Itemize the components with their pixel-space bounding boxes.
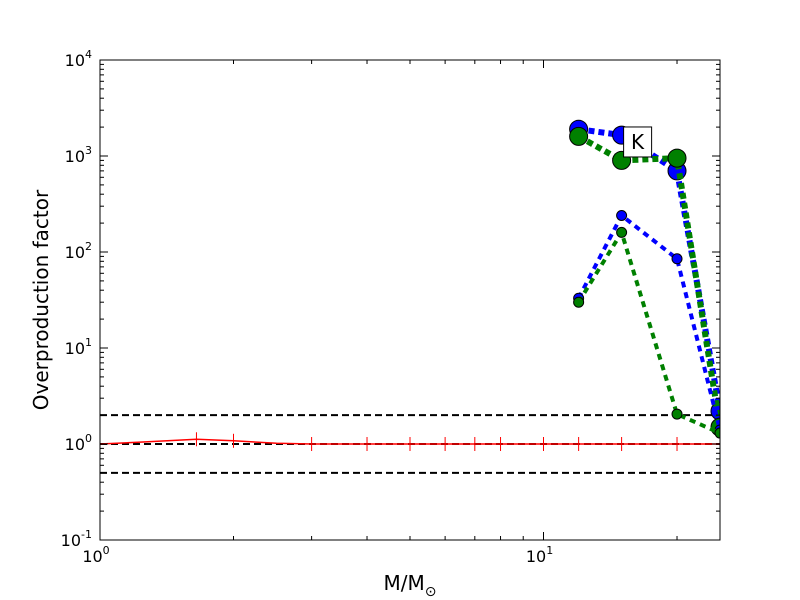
y-tick-exp-0: -1 [81,528,92,541]
y-tick-base-5: 10 [65,51,85,70]
data-point-1-0 [569,126,589,146]
data-point-1-2 [667,148,687,168]
y-tick-base-2: 10 [65,339,85,358]
x-tick-exp-0: 0 [103,544,110,557]
x-tick-base-1: 10 [526,547,546,566]
y-tick-label-0: 10-1 [61,528,92,550]
annotation-box [623,126,653,158]
y-tick-base-0: 10 [61,531,81,550]
y-tick-exp-1: 0 [85,432,92,445]
x-axis-title-main: M/M [384,571,425,595]
y-tick-label-3: 102 [65,240,92,262]
data-point-3-1 [616,226,628,238]
data-point-3-2 [671,408,683,420]
annotation-label: K [631,130,645,154]
y-axis-title: Overproduction factor [29,189,53,410]
x-axis-title: M/M⊙ [384,571,437,600]
series-line-3 [576,227,720,435]
x-tick-base-0: 10 [82,547,102,566]
y-tick-label-4: 103 [65,144,92,166]
data-point-2-1 [616,209,628,221]
series-line-4 [100,438,720,445]
y-tick-label-2: 101 [65,336,92,358]
y-tick-exp-2: 1 [85,336,92,349]
series-line-2 [576,212,720,431]
y-tick-exp-5: 4 [85,48,92,61]
annotation: K [623,126,653,158]
series-line-0 [578,126,720,412]
y-tick-base-3: 10 [65,243,85,262]
y-tick-exp-3: 2 [85,240,92,253]
y-tick-exp-4: 3 [85,144,92,157]
y-tick-base-1: 10 [65,435,85,454]
x-tick-label-0: 100 [82,544,109,566]
data-point-3-3 [714,427,720,439]
series-4 [100,432,720,451]
data-point-3-0 [573,296,585,308]
x-tick-exp-1: 1 [546,544,553,557]
ticks [99,59,720,541]
series-3 [573,226,720,439]
series-line-1 [577,133,720,428]
y-tick-base-4: 10 [65,147,85,166]
y-tick-label-5: 104 [65,48,92,70]
data-point-2-2 [671,253,683,265]
x-tick-label-1: 101 [526,544,553,566]
y-tick-label-1: 100 [65,432,92,454]
x-axis-title-sub: ⊙ [425,584,437,600]
